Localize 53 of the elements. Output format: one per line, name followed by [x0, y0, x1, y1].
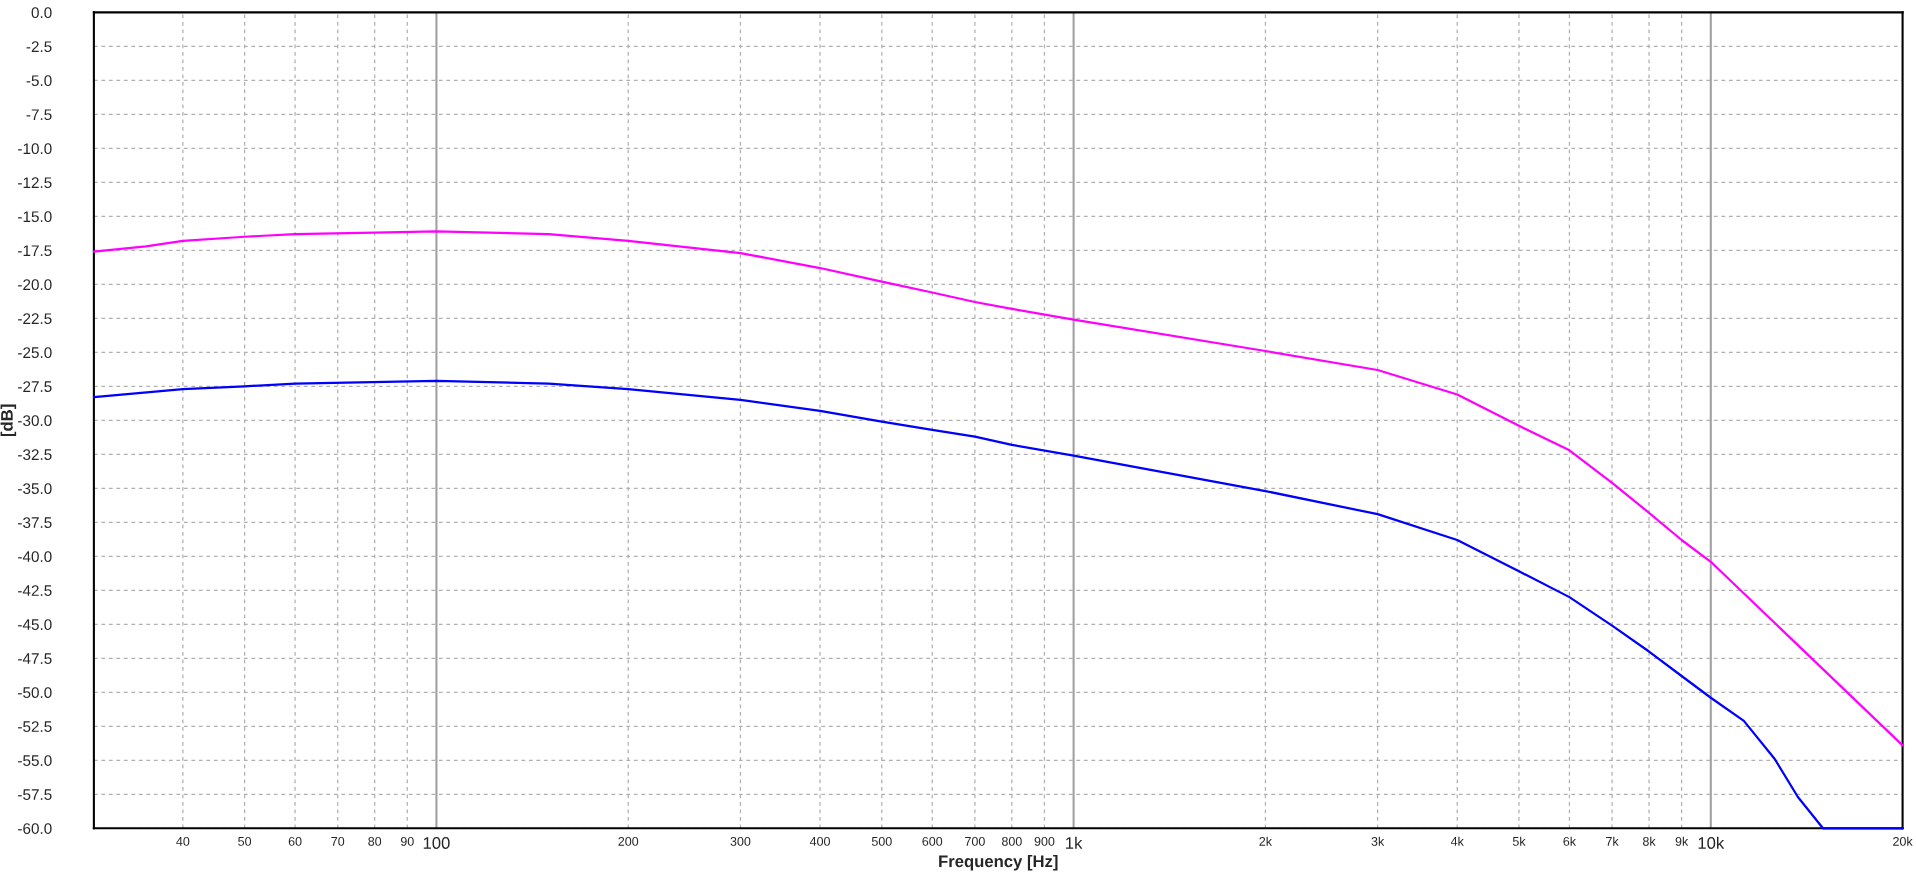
x-tick-label: 300: [730, 836, 751, 846]
y-tick-label: -25.0: [18, 347, 52, 359]
x-tick-label: 2k: [1259, 836, 1273, 846]
y-axis-title: [dB]: [0, 404, 17, 437]
x-tick-label: 90: [400, 836, 414, 846]
x-tick-label: 80: [368, 836, 382, 846]
y-tick-label: 0.0: [31, 7, 52, 19]
y-tick-label: -12.5: [18, 177, 52, 189]
y-tick-label: -2.5: [26, 41, 52, 53]
y-tick-label: -27.5: [18, 381, 52, 393]
y-tick-label: -55.0: [18, 755, 52, 766]
y-tick-label: -7.5: [26, 109, 52, 121]
y-tick-label: -40.0: [18, 551, 52, 563]
x-tick-label: 10k: [1698, 836, 1725, 849]
y-tick-label: -20.0: [18, 279, 52, 291]
y-tick-label: -52.5: [18, 721, 52, 732]
y-tick-label: -45.0: [18, 619, 52, 631]
y-tick-label: -35.0: [18, 483, 52, 495]
y-tick-label: -17.5: [18, 245, 52, 257]
y-tick-label: -15.0: [18, 211, 52, 223]
x-tick-label: 800: [1001, 836, 1022, 846]
x-tick-label: 600: [922, 836, 943, 846]
x-tick-label: 70: [331, 836, 345, 846]
x-tick-label: 8k: [1642, 836, 1656, 846]
y-tick-label: -60.0: [18, 823, 52, 834]
y-tick-label: -50.0: [18, 687, 52, 699]
x-tick-label: 200: [618, 836, 639, 846]
x-tick-label: 3k: [1371, 836, 1385, 846]
x-tick-label: 7k: [1606, 836, 1619, 846]
x-tick-label: 4k: [1450, 836, 1464, 846]
y-tick-label: -5.0: [26, 75, 52, 87]
y-tick-label: -42.5: [18, 585, 52, 597]
x-tick-label: 100: [423, 837, 450, 849]
x-tick-label: 500: [871, 836, 892, 846]
y-tick-label: -37.5: [18, 517, 52, 529]
x-tick-label: 40: [176, 836, 190, 846]
y-tick-label: -10.0: [18, 143, 52, 155]
x-tick-label: 50: [238, 836, 252, 846]
x-tick-label: 900: [1034, 836, 1055, 846]
y-tick-label: -47.5: [18, 653, 52, 665]
x-tick-label: 1k: [1066, 836, 1083, 849]
x-tick-label: 700: [965, 836, 985, 846]
x-tick-label: 5k: [1512, 836, 1526, 846]
y-tick-label: -22.5: [18, 313, 52, 325]
x-tick-label: 20k: [1893, 836, 1913, 846]
x-tick-label: 400: [809, 836, 830, 846]
x-axis-title: Frequency [Hz]: [939, 854, 1058, 871]
y-tick-label: -30.0: [18, 415, 52, 427]
x-tick-label: 9k: [1675, 836, 1689, 846]
y-tick-label: -32.5: [18, 449, 52, 461]
y-tick-label: -57.5: [18, 789, 52, 800]
x-tick-label: 6k: [1563, 836, 1577, 846]
x-tick-label: 60: [288, 836, 302, 846]
